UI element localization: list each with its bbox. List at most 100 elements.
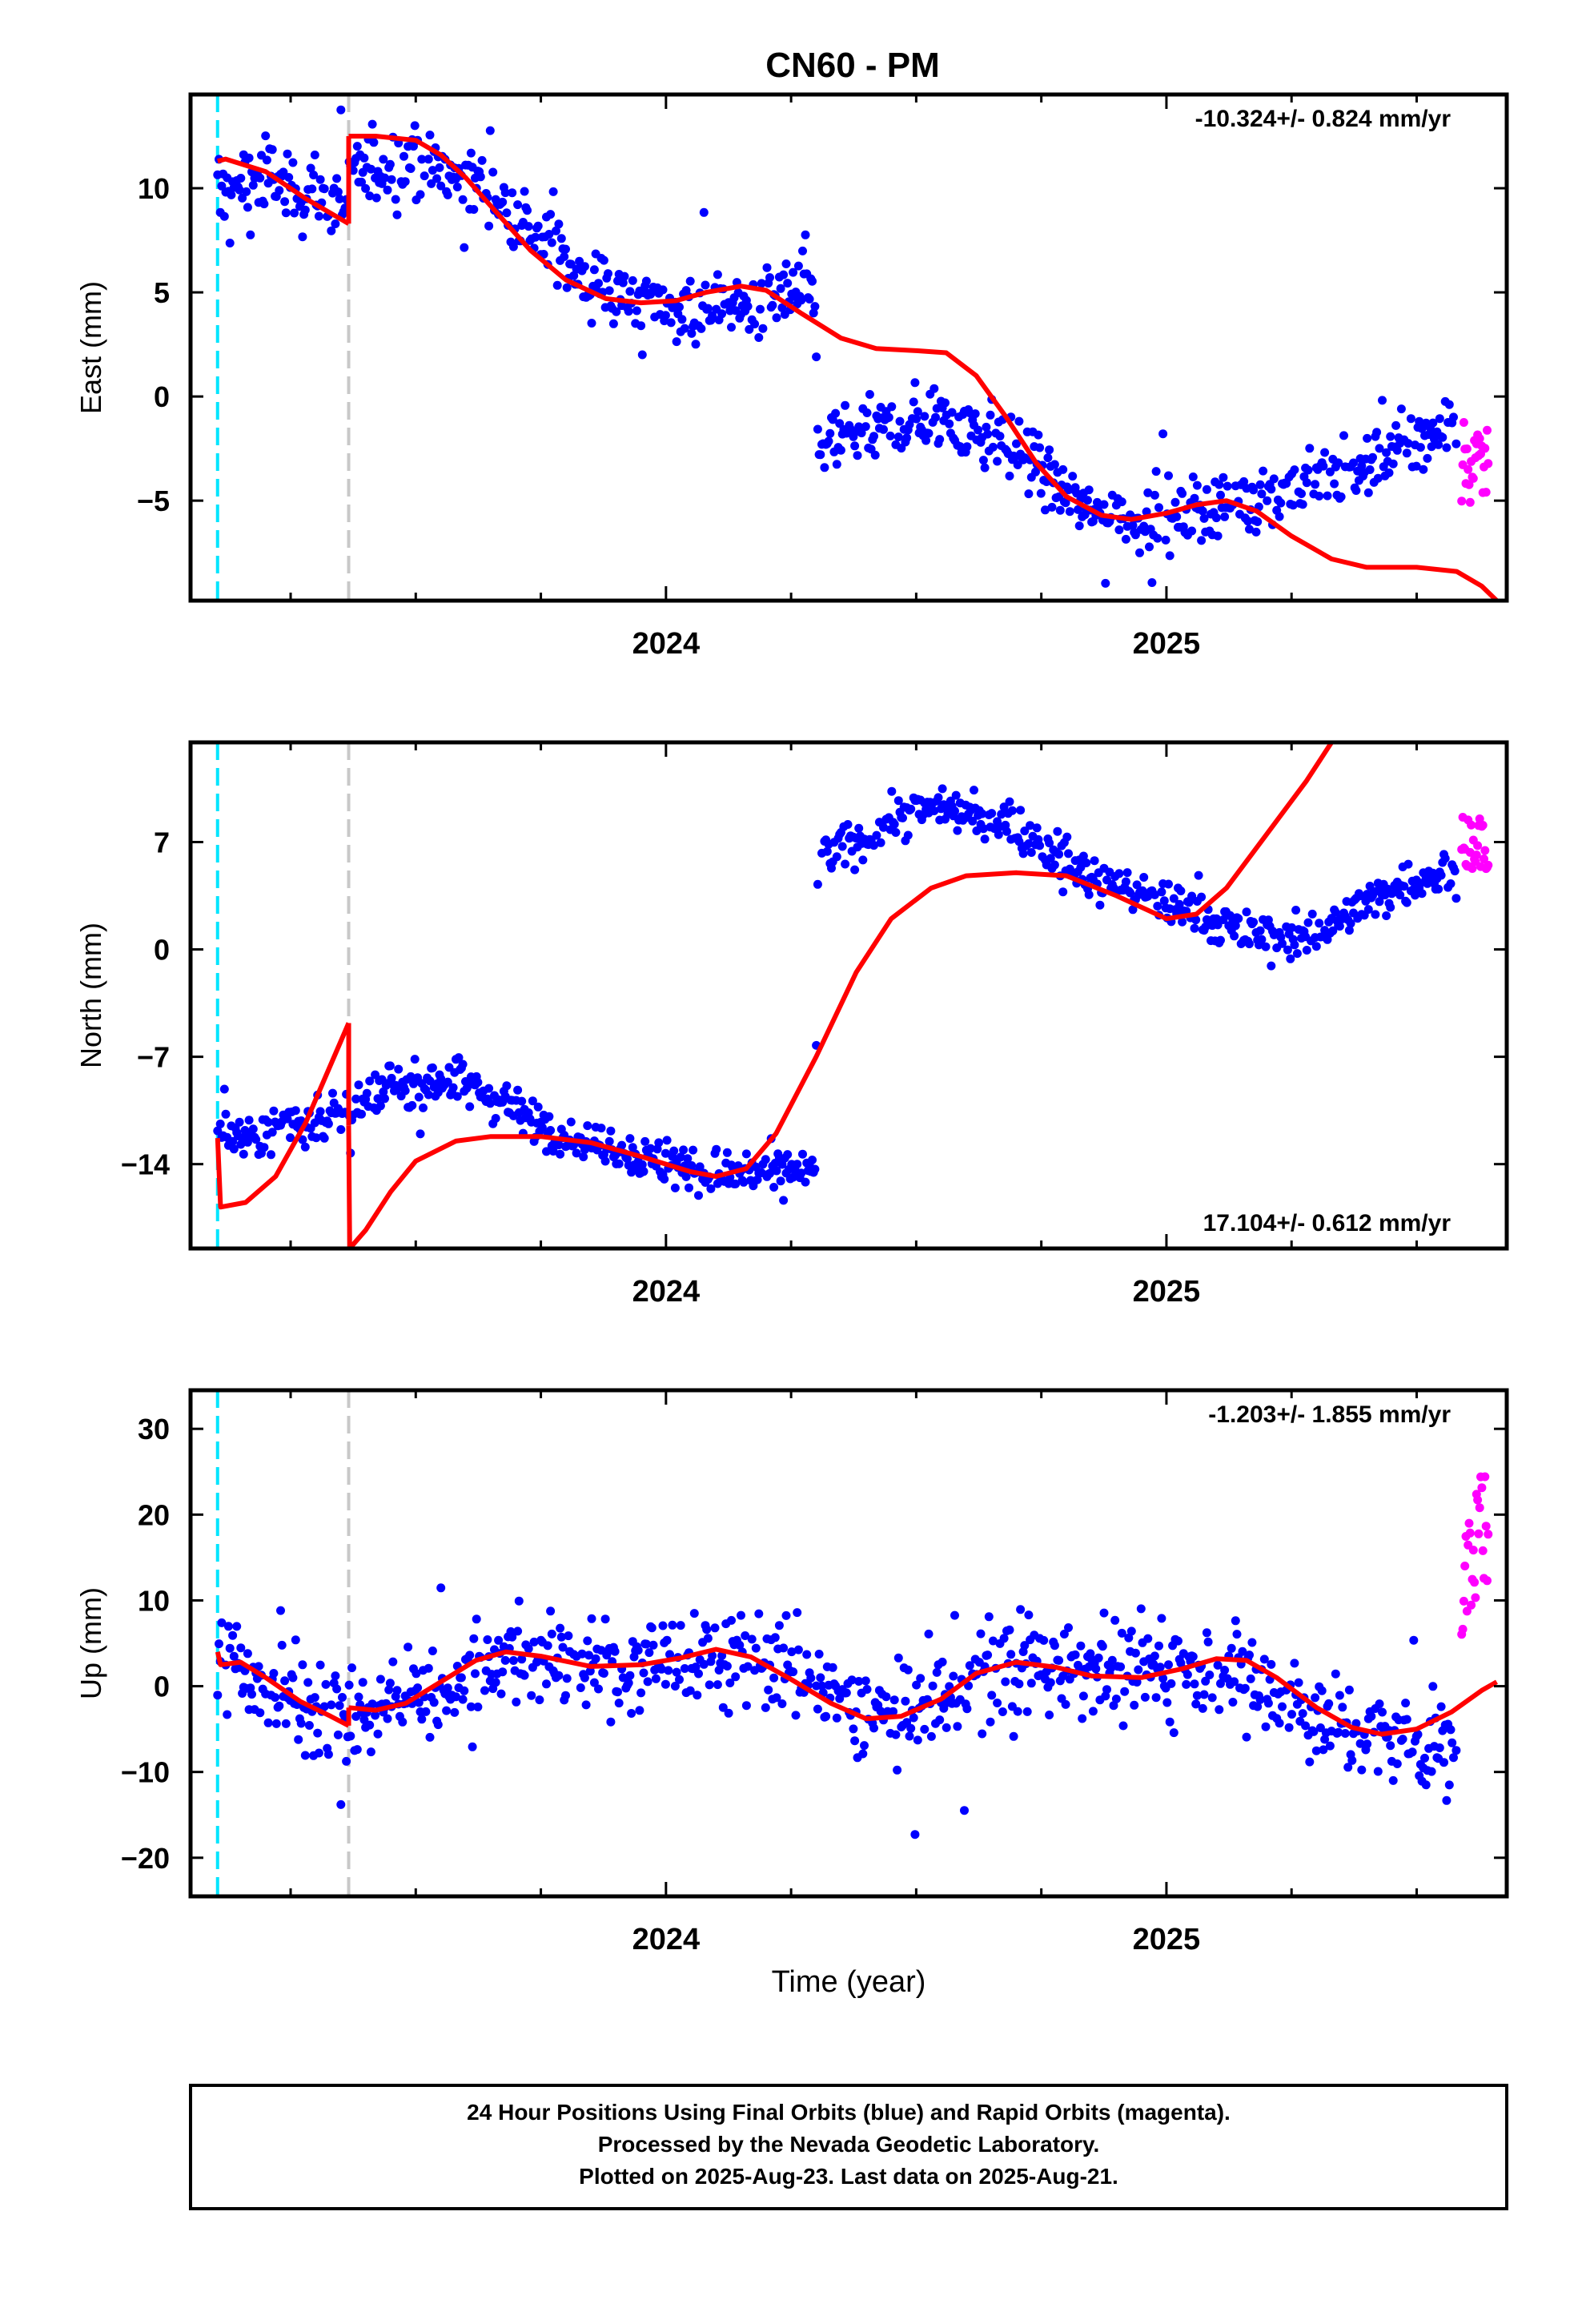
east-final-point — [352, 142, 362, 151]
east-final-point — [701, 280, 710, 290]
north-final-point — [228, 1136, 238, 1146]
up-final-point — [275, 1701, 284, 1711]
east-final-point — [699, 207, 709, 217]
up-final-point — [1061, 1699, 1070, 1709]
east-final-point — [420, 171, 429, 181]
east-final-point — [300, 205, 310, 215]
up-final-point — [314, 1748, 323, 1758]
east-final-point — [288, 158, 298, 167]
north-y-tick-label: −7 — [137, 1041, 170, 1074]
up-final-point — [689, 1609, 699, 1618]
up-final-point — [950, 1610, 959, 1620]
up-final-point — [584, 1651, 593, 1660]
east-final-point — [1031, 467, 1040, 476]
north-final-point — [548, 1147, 558, 1156]
east-final-point — [879, 424, 888, 434]
north-rapid-point — [1484, 860, 1493, 870]
north-final-point — [517, 1096, 527, 1106]
north-final-point — [994, 830, 1003, 839]
north-final-point — [1287, 923, 1296, 932]
up-final-point — [494, 1635, 504, 1645]
east-final-point — [861, 422, 870, 432]
east-final-point — [1452, 439, 1461, 448]
east-final-point — [727, 323, 736, 332]
east-final-point — [793, 261, 803, 271]
east-final-point — [283, 149, 292, 159]
north-final-point — [1311, 942, 1321, 951]
up-final-point — [1078, 1691, 1088, 1701]
east-final-point — [941, 398, 950, 408]
east-final-point — [982, 422, 991, 432]
east-final-point — [853, 451, 862, 460]
up-final-point — [754, 1609, 764, 1618]
north-final-point — [1132, 880, 1142, 890]
north-final-point — [1121, 877, 1130, 887]
up-final-point — [294, 1735, 303, 1744]
north-final-point — [1234, 914, 1243, 923]
north-final-point — [1046, 854, 1055, 863]
up-final-point — [793, 1608, 802, 1618]
up-plot-frame — [188, 1388, 1509, 1899]
east-final-point — [319, 184, 329, 194]
east-final-point — [520, 187, 529, 196]
east-rapid-point — [1459, 418, 1468, 427]
north-final-point — [485, 1099, 495, 1108]
footer-frame — [189, 2084, 1508, 2210]
up-final-point — [641, 1639, 651, 1649]
up-final-point — [413, 1683, 423, 1693]
east-final-point — [1442, 443, 1452, 452]
up-final-point — [1158, 1674, 1168, 1683]
up-final-point — [854, 1677, 864, 1686]
up-rapid-point — [1467, 1600, 1476, 1610]
up-final-point — [236, 1643, 246, 1653]
north-final-point — [761, 1155, 770, 1164]
east-final-point — [1068, 472, 1078, 481]
east-final-point — [546, 210, 556, 219]
east-final-point — [380, 173, 389, 183]
north-final-point — [681, 1172, 691, 1181]
north-final-point — [889, 819, 899, 829]
up-final-point — [336, 1799, 346, 1809]
up-final-point — [1413, 1730, 1423, 1739]
north-final-point — [448, 1083, 458, 1092]
north-final-point — [776, 1176, 785, 1186]
up-final-point — [1165, 1717, 1174, 1727]
east-final-point — [808, 276, 817, 286]
up-final-point — [1199, 1690, 1209, 1699]
east-final-point — [765, 273, 774, 283]
up-final-point — [1402, 1715, 1411, 1724]
up-final-point — [1267, 1659, 1276, 1669]
up-final-point — [789, 1667, 798, 1677]
north-final-point — [1255, 926, 1265, 935]
east-final-point — [1154, 503, 1163, 513]
north-final-point — [906, 804, 916, 814]
up-final-point — [344, 1680, 354, 1690]
east-final-point — [1403, 439, 1413, 448]
east-final-point — [805, 295, 814, 304]
east-final-point — [1392, 445, 1402, 455]
north-final-point — [1187, 891, 1197, 901]
east-final-point — [779, 270, 789, 279]
north-final-point — [978, 824, 988, 834]
east-model-fit-segment — [348, 134, 1499, 601]
up-final-point — [893, 1653, 903, 1663]
up-rapid-point — [1470, 1578, 1480, 1587]
up-final-point — [1230, 1677, 1239, 1687]
east-final-point — [1372, 428, 1382, 437]
up-final-point — [676, 1621, 685, 1630]
up-final-point — [1005, 1625, 1014, 1634]
up-final-point — [1024, 1610, 1034, 1620]
up-final-point — [984, 1612, 994, 1622]
north-final-point — [502, 1081, 512, 1091]
up-final-point — [591, 1654, 600, 1663]
up-final-point — [942, 1723, 951, 1732]
east-final-point — [798, 246, 807, 255]
north-final-point — [351, 1094, 361, 1104]
north-final-point — [1026, 821, 1035, 830]
east-final-point — [902, 433, 912, 443]
north-final-point — [951, 790, 961, 800]
up-final-point — [228, 1630, 238, 1640]
up-model-fit-segment — [215, 1651, 350, 1728]
east-final-point — [884, 412, 893, 422]
east-final-point — [691, 340, 701, 349]
